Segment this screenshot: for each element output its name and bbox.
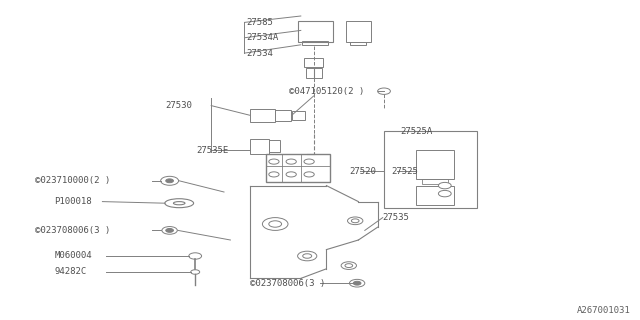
Bar <box>269 140 280 152</box>
Bar <box>384 131 477 208</box>
Circle shape <box>348 217 363 225</box>
Bar <box>422 179 448 184</box>
Circle shape <box>166 179 173 183</box>
Bar <box>292 111 305 120</box>
Circle shape <box>345 264 353 268</box>
Text: 27530: 27530 <box>165 101 192 110</box>
Text: 27534: 27534 <box>246 49 273 58</box>
Circle shape <box>304 172 314 177</box>
Circle shape <box>286 172 296 177</box>
Text: 27535: 27535 <box>383 213 410 222</box>
Text: ©023708006(3 ): ©023708006(3 ) <box>250 279 325 288</box>
Circle shape <box>298 251 317 261</box>
Circle shape <box>438 190 451 197</box>
Bar <box>275 110 291 121</box>
Text: A267001031: A267001031 <box>577 306 630 315</box>
Bar <box>306 68 322 78</box>
Circle shape <box>303 254 312 258</box>
Ellipse shape <box>165 199 194 208</box>
Text: 94282C: 94282C <box>54 268 86 276</box>
Text: 27535E: 27535E <box>196 146 228 155</box>
Circle shape <box>269 221 282 227</box>
Text: ©023710000(2 ): ©023710000(2 ) <box>35 176 111 185</box>
Circle shape <box>166 228 173 232</box>
Text: 27520: 27520 <box>349 167 376 176</box>
Text: 27525: 27525 <box>392 167 419 176</box>
Bar <box>298 21 333 42</box>
Circle shape <box>341 262 356 269</box>
Circle shape <box>304 159 314 164</box>
Bar <box>416 186 454 205</box>
Circle shape <box>269 172 279 177</box>
Bar <box>250 109 275 122</box>
Text: P100018: P100018 <box>54 197 92 206</box>
Circle shape <box>353 281 361 285</box>
Circle shape <box>262 218 288 230</box>
Text: ©047105120(2 ): ©047105120(2 ) <box>289 87 365 96</box>
Bar <box>346 21 371 42</box>
Bar <box>302 41 328 45</box>
Bar <box>250 139 269 154</box>
Text: M060004: M060004 <box>54 252 92 260</box>
Bar <box>266 154 330 182</box>
Ellipse shape <box>173 202 185 205</box>
Bar <box>304 58 323 67</box>
Bar <box>350 42 366 45</box>
Circle shape <box>161 176 179 185</box>
Circle shape <box>191 270 200 274</box>
Text: ©023708006(3 ): ©023708006(3 ) <box>35 226 111 235</box>
Bar <box>416 150 454 179</box>
Circle shape <box>351 219 359 223</box>
Text: 27534A: 27534A <box>246 33 278 42</box>
Circle shape <box>349 279 365 287</box>
Circle shape <box>286 159 296 164</box>
Circle shape <box>378 88 390 94</box>
Circle shape <box>189 253 202 259</box>
Circle shape <box>162 227 177 234</box>
Circle shape <box>269 159 279 164</box>
Text: 27585: 27585 <box>246 18 273 27</box>
Circle shape <box>438 182 451 189</box>
Text: 27525A: 27525A <box>401 127 433 136</box>
